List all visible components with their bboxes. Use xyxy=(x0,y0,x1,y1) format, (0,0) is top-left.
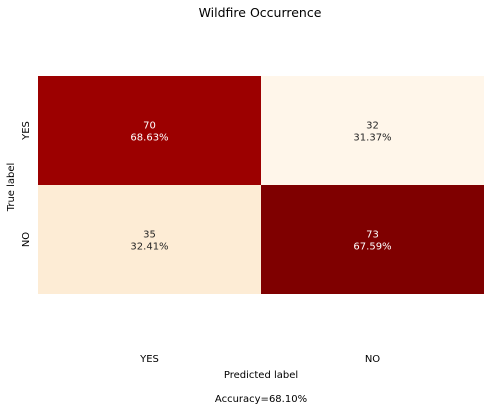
heatmap-cell xyxy=(38,76,261,185)
cell-count-label: 73 xyxy=(366,230,379,241)
cell-percent-label: 32.41% xyxy=(130,242,168,253)
heatmap-cell xyxy=(261,185,484,294)
heatmap-cells xyxy=(38,76,484,294)
x-tick-label: NO xyxy=(365,354,380,365)
cell-count-label: 32 xyxy=(366,121,379,132)
chart-title: Wildfire Occurrence xyxy=(199,5,322,20)
y-tick-labels: YES NO xyxy=(21,121,32,247)
cell-percent-label: 68.63% xyxy=(130,133,168,144)
x-tick-label: YES xyxy=(139,354,159,365)
heatmap-cell xyxy=(38,185,261,294)
accuracy-footer: Accuracy=68.10% xyxy=(215,394,307,405)
cell-count-label: 35 xyxy=(143,230,156,241)
cell-percent-label: 67.59% xyxy=(353,242,391,253)
cell-percent-label: 31.37% xyxy=(353,133,391,144)
y-tick-label: YES xyxy=(21,121,32,141)
y-tick-label: NO xyxy=(21,232,32,247)
y-axis-label: True label xyxy=(6,163,17,213)
x-axis-label: Predicted label xyxy=(224,370,298,381)
x-tick-labels: YES NO xyxy=(139,354,380,365)
cell-count-label: 70 xyxy=(143,121,156,132)
heatmap-cell xyxy=(261,76,484,185)
